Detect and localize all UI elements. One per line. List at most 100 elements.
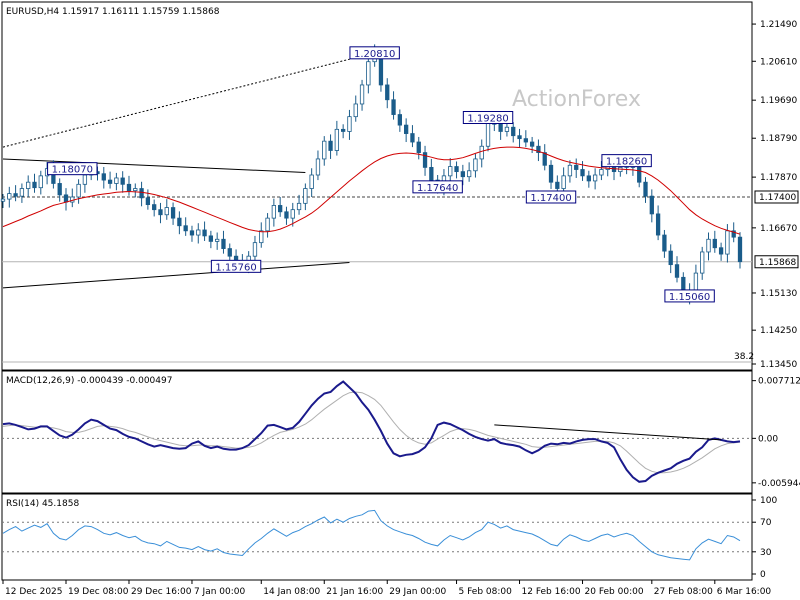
candle-body — [517, 135, 522, 140]
candle-body — [208, 235, 214, 242]
candle-body — [189, 230, 195, 236]
candle-body — [567, 164, 573, 177]
candle-body — [215, 238, 220, 242]
candle-body — [26, 181, 31, 189]
candle-body — [296, 202, 302, 211]
candle-body — [303, 188, 308, 204]
x-tick-label: 29 Jan 00:00 — [389, 587, 446, 597]
y-tick-label: 70 — [760, 518, 772, 528]
candle-body — [511, 126, 516, 137]
x-axis: 12 Dec 2025 19 Dec 08:00 29 Dec 16:00 7 Jan… — [2, 580, 772, 597]
y-tick-label: 1.17870 — [760, 173, 797, 183]
price-label-box — [601, 154, 652, 168]
candle-body — [718, 247, 724, 255]
candle-body — [599, 169, 604, 176]
candle-body — [32, 181, 37, 189]
candle-body — [706, 238, 711, 253]
candle-body — [347, 116, 352, 132]
candle-body — [410, 133, 415, 143]
candle-body — [7, 193, 12, 200]
candle-body — [422, 152, 428, 168]
y-tick-label: 100 — [760, 496, 777, 506]
candle-body — [536, 145, 541, 153]
price-label-box — [349, 46, 400, 60]
candle-body — [290, 209, 295, 219]
axis-price-label: 1.17400 — [759, 193, 796, 203]
price-label: 1.18260 — [606, 157, 647, 168]
candle-body — [643, 181, 648, 197]
candle-body — [473, 158, 478, 172]
y-tick-label: -0.005944 — [758, 479, 800, 489]
y-tick-label: 1.21490 — [760, 20, 797, 30]
macd-label: MACD(12,26,9) -0.000439 -0.000497 — [6, 376, 172, 386]
panel-frame — [1, 1, 753, 371]
candle-body — [107, 179, 113, 184]
candle-body — [328, 140, 333, 151]
candle-body — [0, 198, 6, 202]
y-tick-label: 1.15130 — [760, 289, 797, 299]
candle-body — [196, 229, 201, 236]
price-label-box — [412, 180, 463, 194]
candle-body — [662, 234, 667, 252]
price-label-box — [47, 162, 98, 176]
price-label-box — [210, 259, 262, 273]
candle-body — [126, 183, 132, 192]
y-tick-label: 0.007712 — [758, 377, 800, 387]
candle-body — [145, 197, 151, 206]
rsi-label: RSI(14) 45.1858 — [6, 499, 79, 509]
candle-body — [359, 84, 365, 105]
price-label-box — [664, 289, 715, 303]
candle-body — [725, 230, 730, 255]
axis-price-label: 1.15868 — [759, 258, 796, 268]
candle-body — [700, 251, 705, 274]
candle-body — [403, 124, 409, 134]
candle-body — [737, 236, 743, 263]
x-tick-label: 27 Feb 08:00 — [654, 587, 713, 597]
price-label-box — [525, 190, 577, 204]
candle-body — [164, 207, 169, 216]
axis-price-box — [754, 190, 799, 204]
main-price-panel: ActionForex EURUSD,H4 1.15917 1.16111 1.1… — [0, 1, 799, 371]
y-tick-label: 0.00 — [758, 434, 778, 444]
candle-body — [57, 183, 62, 196]
candle-body — [668, 250, 673, 266]
candle-body — [114, 177, 119, 184]
y-tick-label: 0 — [760, 570, 766, 580]
candle-body — [202, 229, 207, 237]
candle-body — [13, 193, 18, 197]
candle-body — [555, 181, 560, 189]
panel-frame — [1, 493, 753, 581]
candle-body — [158, 209, 163, 216]
fib-label: 38.2 — [734, 352, 754, 362]
chart-header: EURUSD,H4 1.15917 1.16111 1.15759 1.1586… — [6, 7, 220, 17]
x-tick-label: 6 Mar 16:00 — [717, 587, 772, 597]
candle-body — [466, 170, 472, 178]
candle-body — [221, 238, 226, 249]
candle-body — [580, 169, 585, 177]
candle-body — [177, 217, 182, 227]
x-tick-label: 20 Feb 00:00 — [585, 587, 644, 597]
candle-body — [454, 166, 459, 173]
candle-body — [542, 152, 547, 166]
candle-body — [133, 188, 138, 192]
macd-trendline — [494, 424, 722, 441]
candle-body — [284, 211, 289, 219]
candle-body — [561, 175, 566, 189]
candle-body — [416, 141, 421, 153]
candle-body — [309, 174, 314, 189]
trendline — [2, 262, 350, 289]
candle-body — [523, 138, 528, 143]
candle-body — [574, 164, 579, 170]
candle-body — [655, 213, 661, 236]
x-tick-label: 12 Dec 2025 — [5, 587, 63, 597]
watermark-text: ActionForex — [512, 87, 641, 112]
candle-body — [429, 166, 434, 181]
candle-body — [397, 114, 402, 126]
y-tick-label: 1.20610 — [760, 57, 797, 67]
candle-body — [681, 276, 686, 291]
candle-body — [152, 204, 157, 211]
candle-body — [38, 175, 43, 189]
rsi-panel: RSI(14) 45.1858 100 70 30 0 — [1, 493, 777, 581]
candle-body — [271, 205, 277, 219]
